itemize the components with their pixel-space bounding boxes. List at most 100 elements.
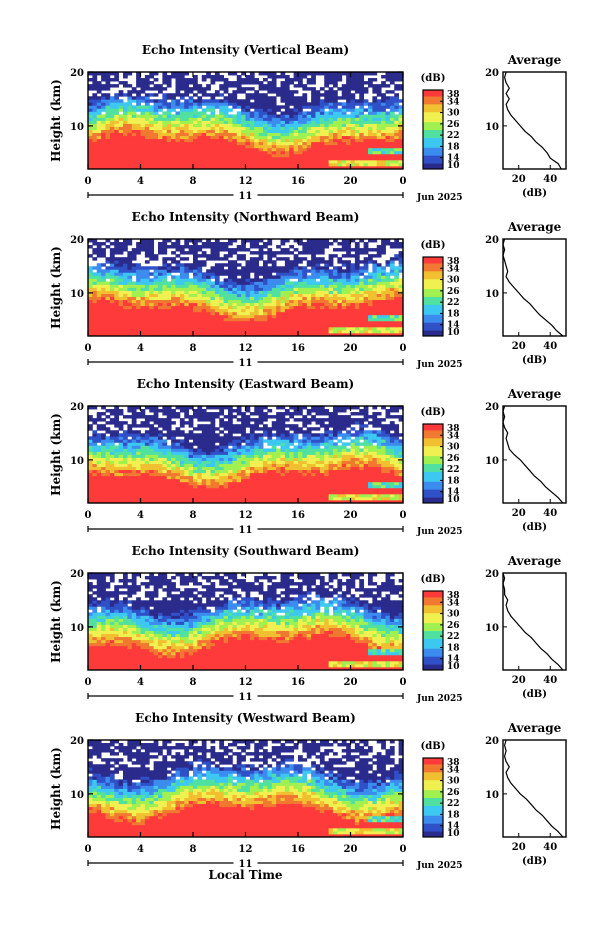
heatmap-cell [398,135,404,140]
heatmap-cell [184,153,190,158]
heatmap-cell [354,132,360,137]
heatmap-cell [136,75,141,79]
heatmap-cell [258,284,264,288]
heatmap-cell [368,84,373,88]
heatmap-cell [232,132,238,137]
heatmap-cell [153,269,159,273]
heatmap-cell [96,418,102,422]
heatmap-cell [271,111,277,115]
heatmap-cell [162,156,168,161]
heatmap-cell [372,135,378,140]
heatmap-cell [210,251,216,255]
heatmap-cell [197,320,203,325]
heatmap-cell [210,332,216,337]
heatmap-cell [346,260,351,264]
heatmap-cell [271,302,277,307]
heatmap-cell [136,242,141,246]
heatmap-cell [162,245,168,249]
heatmap-cell [311,317,316,322]
heatmap-cell [276,329,281,334]
heatmap-cell [114,460,120,464]
heatmap-cell [381,108,386,112]
heatmap-cell [350,323,356,328]
heatmap-cell [298,150,303,155]
heatmap-cell [324,308,330,313]
heatmap-cell [188,138,194,143]
heatmap-cell [184,463,190,468]
heatmap-cell [359,317,365,322]
heatmap-cell [258,290,264,294]
heatmap-cell [249,329,255,334]
heatmap-cell [188,469,194,474]
heatmap-cell [193,439,198,443]
heatmap-cell [311,311,316,316]
heatmap-cell [389,263,395,267]
heatmap-cell [232,129,238,134]
colorbar-band [423,127,443,131]
heatmap-cell [193,293,198,297]
heatmap-cell [92,141,98,146]
heatmap-cell [376,296,382,301]
heatmap-cell [171,165,176,170]
heatmap-cell [350,117,356,121]
heatmap-cell [302,308,308,313]
heatmap-cell [162,320,168,325]
heatmap-cell [333,81,338,85]
heatmap-cell [346,254,351,258]
heatmap-cell [131,141,137,146]
heatmap-cell [179,439,185,443]
heatmap-cell [210,275,216,279]
heatmap-cell [105,102,111,106]
heatmap-cell [376,272,382,276]
heatmap-cell [223,284,229,288]
heatmap-cell [333,93,338,97]
heatmap-cell [289,281,295,285]
heatmap-cell [92,442,98,446]
heatmap-cell [131,317,137,322]
heatmap-cell [175,102,181,106]
heatmap-cell [184,141,190,146]
heatmap-cell [236,248,242,252]
heatmap-cell [271,150,277,155]
heatmap-cell [289,114,295,118]
heatmap-cell [302,75,308,79]
heatmap-cell [127,114,133,118]
heatmap-cell [144,245,150,249]
heatmap-cell [333,102,338,106]
heatmap-cell [241,305,246,310]
profile-x-tick-label: 40 [543,174,557,185]
heatmap-cell [289,135,295,140]
heatmap-cell [337,144,343,149]
heatmap-cell [92,251,98,255]
heatmap-cell [175,117,181,121]
heatmap-cell [354,153,360,158]
heatmap-cell [219,290,225,294]
colorbar-band [423,308,443,311]
heatmap-cell [166,493,172,498]
heatmap-cell [306,132,312,137]
heatmap-cell [158,332,163,337]
heatmap-cell [354,75,360,79]
heatmap-cell [101,326,106,331]
heatmap-cell [302,329,308,334]
heatmap-cell [158,159,163,164]
heatmap-cell [153,111,159,115]
colorbar-band [423,129,443,132]
heatmap-cell [354,317,360,322]
heatmap-cell [197,153,203,158]
heatmap-cell [398,105,404,109]
heatmap-cell [206,254,211,258]
heatmap-cell [398,144,404,149]
heatmap-cell [193,409,198,413]
heatmap-cell [166,460,172,464]
heatmap-cell [92,317,98,322]
heatmap-cell [136,326,141,331]
heatmap-cell [171,421,176,425]
heatmap-cell [101,439,106,443]
heatmap-cell [346,302,351,307]
heatmap-cell [372,87,378,91]
profile-y-tick-label: 20 [485,235,499,246]
heatmap-cell [350,305,356,310]
heatmap-cell [385,126,391,130]
heatmap-cell [249,263,255,267]
